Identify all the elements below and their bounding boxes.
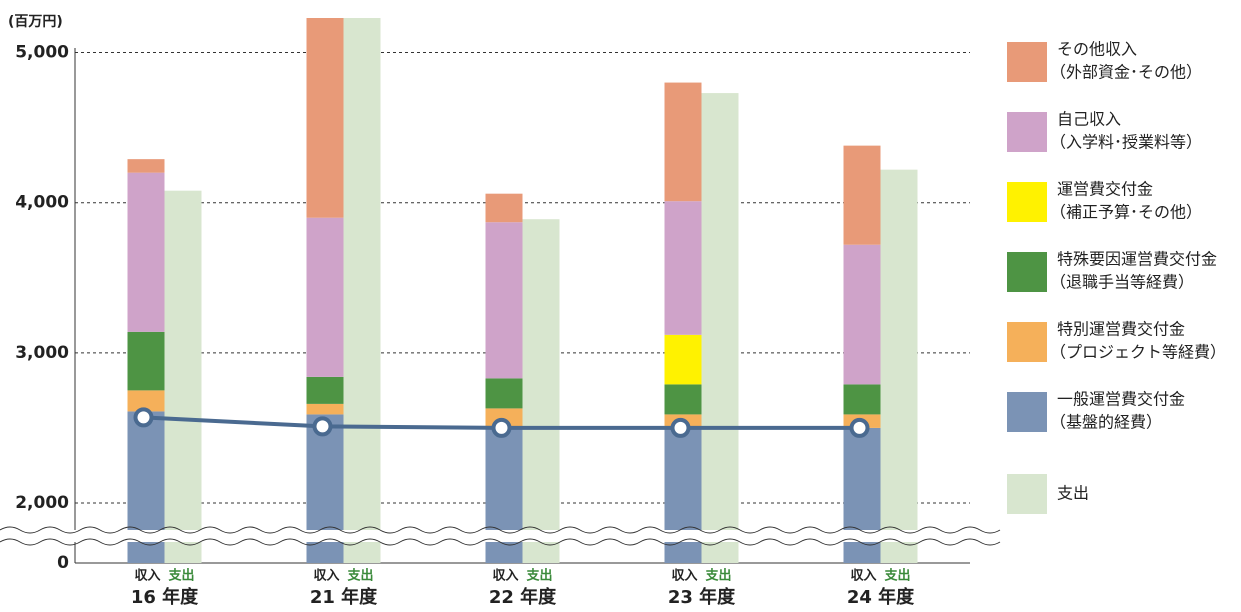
line-marker [849, 417, 870, 438]
spending-bar [343, 18, 381, 563]
income-segment [664, 201, 702, 335]
legend-label: （基盤的経費） [1050, 413, 1162, 432]
income-segment [485, 222, 523, 379]
income-segment [485, 193, 523, 223]
income-segment [127, 390, 165, 412]
income-segment [664, 427, 702, 563]
legend-swatch [1007, 42, 1047, 82]
legend-swatch [1007, 182, 1047, 222]
bar-label: 支出 [168, 568, 195, 584]
spending-bar [164, 190, 202, 563]
x-tick-label: 24 年度 [847, 586, 915, 608]
spending-bar [701, 93, 739, 564]
legend-label: （補正予算･その他） [1050, 203, 1202, 222]
legend-swatch [1007, 474, 1047, 514]
x-tick-label: 21 年度 [310, 586, 378, 608]
income-segment [664, 82, 702, 202]
legend-label: 支出 [1057, 484, 1089, 503]
break-line [0, 538, 1001, 546]
x-tick-label: 23 年度 [668, 586, 736, 608]
income-segment [843, 244, 881, 385]
income-segment [127, 172, 165, 332]
income-segment [485, 378, 523, 409]
y-tick-label: 0 [57, 553, 69, 573]
bar-label: 支出 [526, 568, 553, 584]
line-marker [491, 417, 512, 438]
y-tick-label: 4,000 [15, 193, 69, 213]
income-segment [485, 427, 523, 563]
income-segment [306, 403, 344, 415]
income-segment [843, 384, 881, 415]
income-segment [306, 376, 344, 404]
bar-label: 支出 [884, 568, 911, 584]
legend-swatch [1007, 392, 1047, 432]
bar-label: 支出 [705, 568, 732, 584]
income-segment [127, 331, 165, 391]
legend-label: その他収入 [1057, 40, 1137, 59]
income-segment [306, 217, 344, 377]
break-line [0, 526, 1001, 534]
income-segment [843, 145, 881, 245]
bar-label: 収入 [134, 569, 160, 584]
x-tick-label: 16 年度 [131, 586, 199, 608]
line-marker [312, 416, 333, 437]
legend-swatch [1007, 322, 1047, 362]
bar-label: 収入 [492, 569, 518, 584]
y-tick-label: 3,000 [15, 343, 69, 363]
income-segment [127, 159, 165, 173]
legend-label: 一般運営費交付金 [1057, 390, 1185, 409]
bar-label: 収入 [671, 569, 697, 584]
line-marker [670, 417, 691, 438]
line-marker [133, 407, 154, 428]
legend-label: 自己収入 [1057, 110, 1121, 129]
legend-label: 運営費交付金 [1057, 180, 1153, 199]
legend-label: （退職手当等経費） [1050, 273, 1194, 292]
spending-bar [880, 169, 918, 563]
income-segment [306, 18, 344, 218]
legend-swatch [1007, 112, 1047, 152]
income-segment [664, 334, 702, 385]
legend-label: 特殊要因運営費交付金 [1057, 250, 1217, 269]
legend-swatch [1007, 252, 1047, 292]
y-tick-label: 5,000 [15, 43, 69, 63]
legend-label: 特別運営費交付金 [1057, 320, 1185, 339]
break-gap [0, 530, 980, 542]
legend-label: （外部資金･その他） [1050, 63, 1202, 82]
y-unit: (百万円) [8, 14, 63, 30]
x-tick-label: 22 年度 [489, 586, 557, 608]
spending-bar [522, 219, 560, 563]
bar-label: 収入 [850, 569, 876, 584]
legend-label: （プロジェクト等経費） [1050, 343, 1226, 362]
y-tick-label: 2,000 [15, 493, 69, 513]
bar-label: 収入 [313, 569, 339, 584]
bar-label: 支出 [347, 568, 374, 584]
income-segment [664, 384, 702, 415]
legend-label: （入学料･授業料等） [1050, 133, 1202, 152]
